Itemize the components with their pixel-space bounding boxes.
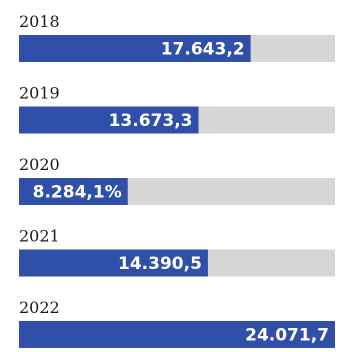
value-label: 17.643,2 — [161, 40, 245, 60]
bar-row-2021: 2021 14.390,5 — [19, 227, 335, 277]
value-label: 14.390,5 — [118, 254, 202, 274]
bar — [19, 321, 335, 348]
bar — [19, 178, 128, 205]
value-label: 13.673,3 — [109, 111, 193, 131]
value-label: 24.071,7 — [245, 326, 329, 346]
bar — [19, 249, 208, 277]
bar-row-2019: 2019 13.673,3 — [19, 84, 335, 134]
year-label: 2021 — [19, 227, 60, 246]
year-label: 2018 — [19, 12, 60, 31]
bar — [19, 106, 199, 134]
value-label: 8.284,1% — [33, 183, 122, 203]
year-label: 2020 — [19, 155, 60, 174]
bar-row-2018: 2018 17.643,2 — [19, 12, 335, 62]
bar-row-2022: 2022 24.071,7 — [19, 298, 335, 348]
bar-row-2020: 2020 8.284,1% — [19, 155, 335, 205]
year-label: 2019 — [19, 84, 60, 103]
year-label: 2022 — [19, 298, 60, 317]
bar — [19, 35, 251, 62]
